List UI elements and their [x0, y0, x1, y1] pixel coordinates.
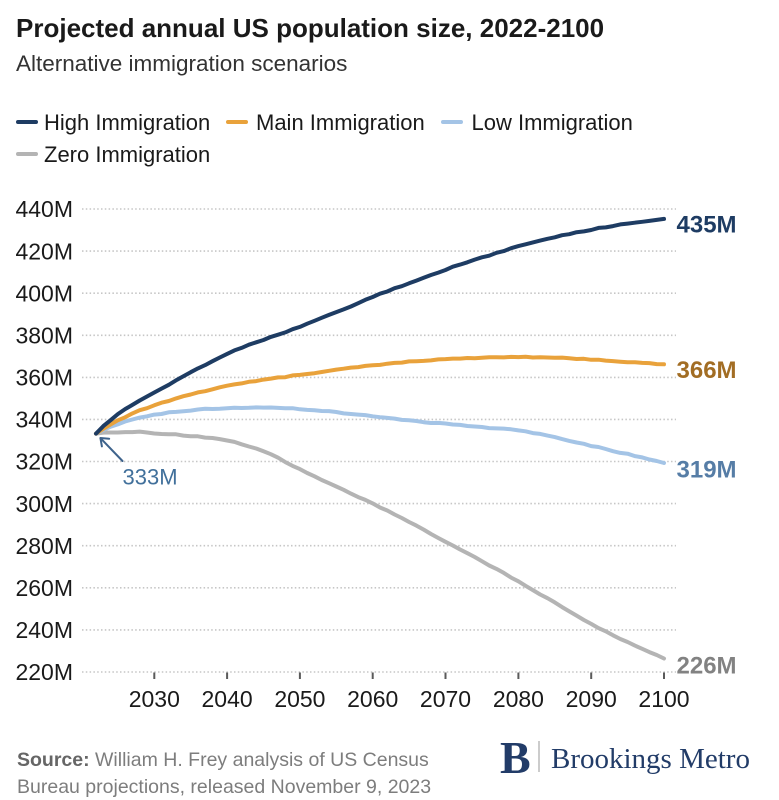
svg-text:333M: 333M: [123, 465, 178, 490]
svg-text:380M: 380M: [15, 323, 73, 349]
svg-text:340M: 340M: [15, 407, 73, 433]
svg-text:2030: 2030: [129, 686, 180, 712]
svg-text:280M: 280M: [15, 533, 73, 559]
svg-text:260M: 260M: [15, 575, 73, 601]
svg-text:400M: 400M: [15, 280, 73, 306]
svg-text:300M: 300M: [15, 491, 73, 517]
svg-text:320M: 320M: [15, 449, 73, 475]
svg-text:440M: 440M: [15, 196, 73, 222]
svg-text:360M: 360M: [15, 365, 73, 391]
svg-text:2070: 2070: [420, 686, 471, 712]
svg-text:2080: 2080: [493, 686, 544, 712]
svg-text:2050: 2050: [274, 686, 325, 712]
svg-text:226M: 226M: [677, 653, 737, 680]
svg-text:2090: 2090: [566, 686, 617, 712]
svg-text:240M: 240M: [15, 617, 73, 643]
svg-text:420M: 420M: [15, 238, 73, 264]
svg-text:2040: 2040: [202, 686, 253, 712]
svg-text:435M: 435M: [677, 212, 737, 239]
svg-text:2100: 2100: [638, 686, 689, 712]
svg-text:220M: 220M: [15, 659, 73, 685]
svg-text:319M: 319M: [677, 457, 737, 484]
svg-text:2060: 2060: [347, 686, 398, 712]
svg-text:366M: 366M: [677, 357, 737, 384]
